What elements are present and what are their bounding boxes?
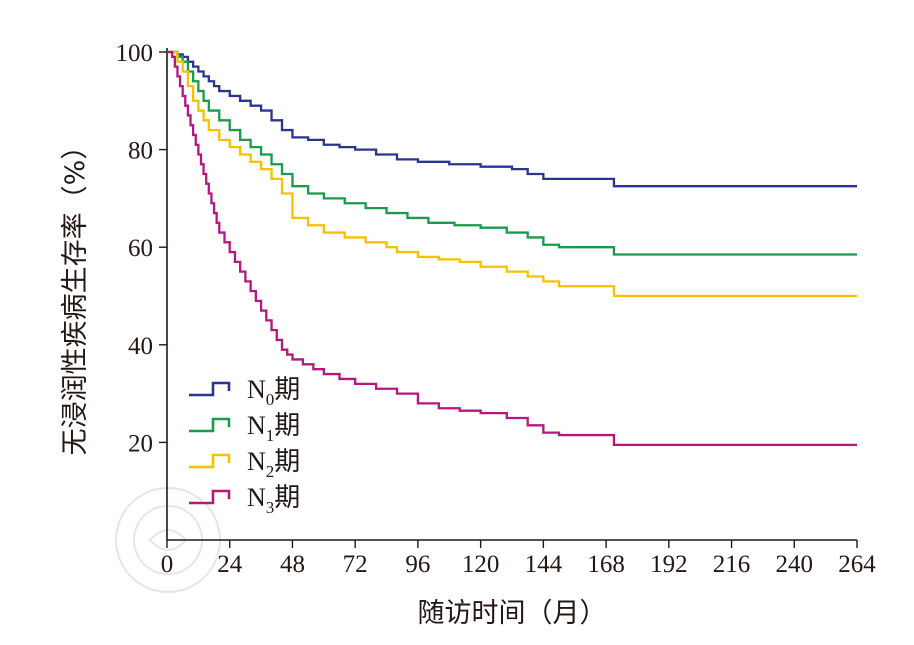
y-tick-label: 40 xyxy=(128,333,153,360)
legend-label: N0期 xyxy=(247,375,300,409)
x-tick-label: 168 xyxy=(587,551,625,578)
series-line-n1 xyxy=(167,50,857,256)
legend-swatch xyxy=(189,489,231,505)
x-tick-label: 144 xyxy=(525,551,563,578)
legend-label: N3期 xyxy=(247,483,300,517)
series-line-n2 xyxy=(167,50,857,298)
x-tick-label: 120 xyxy=(462,551,500,578)
x-tick-label: 24 xyxy=(217,551,243,578)
x-tick-label: 72 xyxy=(343,551,368,578)
y-tick-label: 60 xyxy=(128,235,153,262)
x-axis-title: 随访时间（月） xyxy=(418,598,607,629)
y-tick-label: 80 xyxy=(128,138,153,165)
legend-swatch xyxy=(189,453,231,469)
y-tick-label: 20 xyxy=(128,430,153,457)
x-tick-label: 96 xyxy=(405,551,430,578)
legend-item-n3: N3期 xyxy=(189,483,300,517)
y-tick-label: 100 xyxy=(116,40,154,67)
x-tick-label: 192 xyxy=(650,551,688,578)
legend-item-n0: N0期 xyxy=(189,375,300,409)
y-axis-title: 无浸润性疾病生存率（%） xyxy=(60,133,91,456)
x-tick-label: 0 xyxy=(161,551,174,578)
series-lines xyxy=(167,50,857,446)
series-line-n3 xyxy=(167,50,857,446)
legend-label: N1期 xyxy=(247,411,300,445)
ticks: 0 24 48 72 96 120 144 168 192 216 240 264 20 40 60 80 10… xyxy=(116,40,877,578)
x-tick-label: 240 xyxy=(776,551,814,578)
x-tick-label: 48 xyxy=(280,551,305,578)
legend-swatch xyxy=(189,381,231,397)
axes xyxy=(166,48,857,541)
x-tick-label: 216 xyxy=(713,551,751,578)
legend-label: N2期 xyxy=(247,447,300,481)
x-tick-label: 264 xyxy=(838,551,876,578)
legend-item-n2: N2期 xyxy=(189,447,300,481)
legend-item-n1: N1期 xyxy=(189,411,300,445)
legend-swatch xyxy=(189,417,231,433)
series-line-n0 xyxy=(167,50,857,188)
